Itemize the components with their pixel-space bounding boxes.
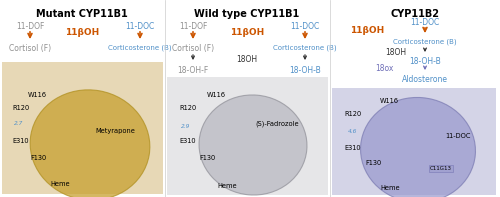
Text: 4.6: 4.6 (348, 129, 358, 134)
Text: (S)-Fadrozole: (S)-Fadrozole (255, 120, 298, 126)
Text: W116: W116 (28, 92, 47, 98)
Text: Corticosterone (B): Corticosterone (B) (108, 44, 172, 50)
Text: Cortisol (F): Cortisol (F) (9, 44, 51, 53)
Text: 2.9: 2.9 (181, 124, 190, 129)
Text: 18-OH-B: 18-OH-B (289, 66, 321, 75)
Text: R120: R120 (344, 111, 361, 117)
Text: 18-OH-B: 18-OH-B (409, 57, 441, 66)
Text: CYP11B2: CYP11B2 (390, 9, 440, 19)
Text: 11-DOF: 11-DOF (16, 22, 44, 31)
Text: Aldosterone: Aldosterone (402, 75, 448, 84)
Text: 11βOH: 11βOH (350, 26, 384, 35)
Text: Heme: Heme (217, 183, 236, 189)
Text: C11G13: C11G13 (430, 166, 452, 171)
Text: 11-DOC: 11-DOC (445, 133, 470, 139)
Text: F130: F130 (199, 155, 215, 161)
Text: 2.7: 2.7 (14, 121, 24, 126)
Text: Metyrapone: Metyrapone (95, 128, 135, 134)
Text: F130: F130 (365, 160, 382, 166)
Text: 18-OH-F: 18-OH-F (178, 66, 208, 75)
Text: 11-DOF: 11-DOF (179, 22, 207, 31)
Text: 18ox: 18ox (375, 64, 394, 73)
Text: Corticosterone (B): Corticosterone (B) (393, 38, 457, 45)
Text: 11-DOC: 11-DOC (410, 18, 440, 27)
Text: Heme: Heme (380, 185, 400, 191)
Text: E310: E310 (12, 138, 28, 144)
Text: 11βOH: 11βOH (230, 28, 264, 37)
Text: E310: E310 (179, 138, 196, 144)
Text: Mutant CYP11B1: Mutant CYP11B1 (36, 9, 128, 19)
Text: R120: R120 (12, 105, 29, 111)
Text: E310: E310 (344, 145, 360, 151)
Text: 11-DOC: 11-DOC (126, 22, 154, 31)
Text: Heme: Heme (50, 181, 70, 187)
Text: Cortisol (F): Cortisol (F) (172, 44, 214, 53)
Text: 18OH: 18OH (385, 48, 406, 57)
Text: 11-DOC: 11-DOC (290, 22, 320, 31)
Ellipse shape (360, 98, 476, 197)
FancyBboxPatch shape (332, 88, 496, 195)
Text: F130: F130 (30, 155, 46, 161)
Text: 11βOH: 11βOH (65, 28, 99, 37)
Text: 18OH: 18OH (236, 55, 258, 64)
Text: W116: W116 (380, 98, 399, 104)
Text: R120: R120 (179, 105, 196, 111)
Ellipse shape (30, 90, 150, 197)
Text: Wild type CYP11B1: Wild type CYP11B1 (194, 9, 300, 19)
Text: Corticosterone (B): Corticosterone (B) (273, 44, 337, 50)
Text: W116: W116 (207, 92, 226, 98)
FancyBboxPatch shape (167, 77, 328, 195)
Ellipse shape (199, 95, 307, 195)
FancyBboxPatch shape (2, 62, 163, 194)
